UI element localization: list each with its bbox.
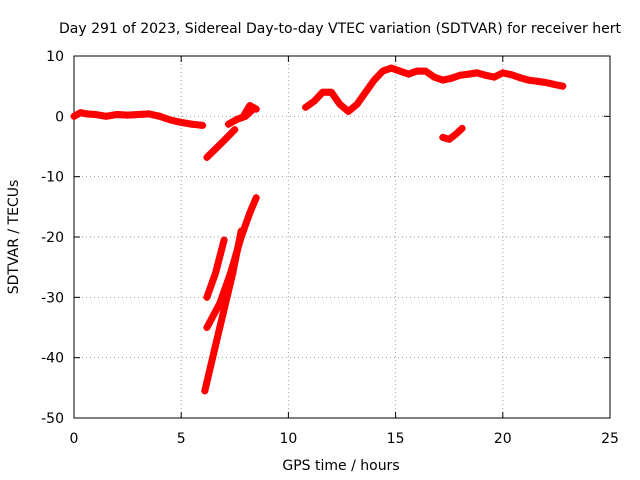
data-point bbox=[214, 333, 222, 341]
data-point bbox=[458, 124, 466, 132]
y-tick-label: 0 bbox=[55, 109, 64, 125]
x-tick-label: 20 bbox=[494, 431, 512, 447]
y-tick-label: -50 bbox=[41, 411, 64, 427]
series-layer bbox=[70, 64, 567, 395]
data-point bbox=[237, 227, 245, 235]
x-tick-label: 25 bbox=[601, 431, 619, 447]
series-arc-2 bbox=[203, 126, 239, 161]
plot-frame bbox=[73, 55, 611, 419]
data-point bbox=[439, 133, 447, 141]
data-point bbox=[252, 194, 260, 202]
data-point bbox=[220, 236, 228, 244]
data-point bbox=[231, 126, 239, 134]
x-axis-label: GPS time / hours bbox=[282, 458, 399, 474]
data-point bbox=[199, 121, 207, 129]
y-tick-label: -20 bbox=[41, 230, 64, 246]
series-arc-8 bbox=[302, 64, 567, 115]
data-point bbox=[247, 206, 255, 214]
y-tick-label: -10 bbox=[41, 170, 64, 186]
y-tick-label: -30 bbox=[41, 290, 64, 306]
series-arc-9 bbox=[439, 124, 466, 143]
y-tick-label: 10 bbox=[46, 49, 64, 65]
x-tick-label: 15 bbox=[387, 431, 405, 447]
y-tick-label: -40 bbox=[41, 351, 64, 367]
data-point bbox=[559, 82, 567, 90]
y-axis-ticks: -50 -40 -30 -20 -10 0 10 bbox=[41, 49, 610, 427]
data-point bbox=[219, 242, 226, 250]
series-arc-4 bbox=[239, 102, 260, 120]
y-axis-label: SDTVAR / TECUs bbox=[6, 180, 22, 295]
series-arc-7 bbox=[201, 227, 245, 395]
data-point bbox=[252, 105, 260, 113]
x-tick-label: 0 bbox=[70, 431, 79, 447]
series-arc-5 bbox=[203, 236, 228, 301]
chart-title: Day 291 of 2023, Sidereal Day-to-day VTE… bbox=[59, 21, 621, 37]
grid bbox=[74, 56, 610, 418]
x-tick-label: 10 bbox=[279, 431, 297, 447]
series-arc-1 bbox=[70, 109, 207, 129]
x-tick-label: 5 bbox=[177, 431, 186, 447]
